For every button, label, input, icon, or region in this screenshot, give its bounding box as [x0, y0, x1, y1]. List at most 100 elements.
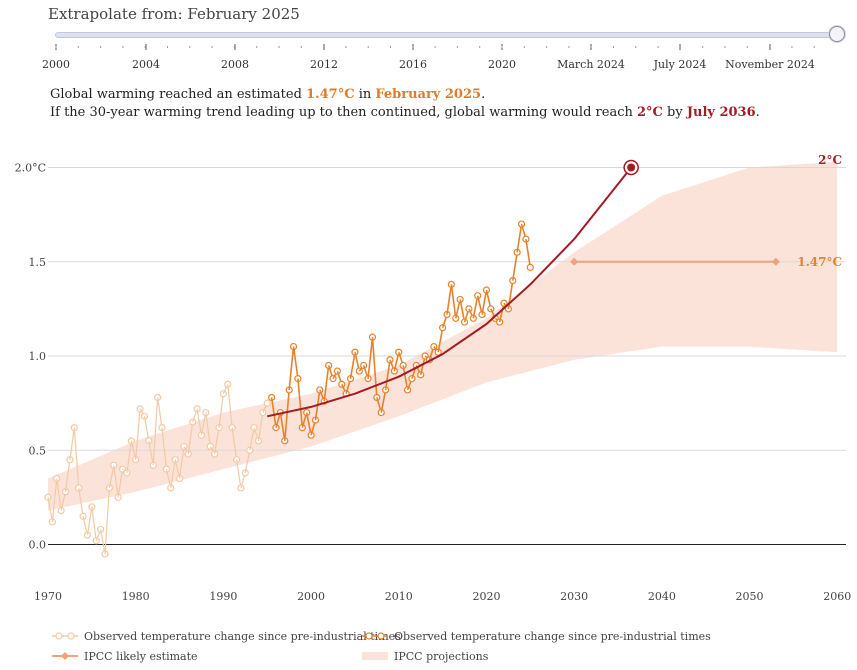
observed-segment: [148, 440, 154, 466]
slider-tick-label: March 2024: [557, 58, 625, 71]
legend-label: IPCC likely estimate: [84, 649, 198, 663]
observed-segment: [178, 446, 185, 479]
observed-segment: [161, 427, 167, 470]
observed-segment: [100, 529, 106, 555]
observed-segment: [214, 427, 220, 455]
summary-line-2: If the 30-year warming trend leading up …: [50, 104, 760, 122]
legend-label: IPCC projections: [394, 649, 489, 663]
legend-item-ipcc-estimate[interactable]: IPCC likely estimate: [52, 648, 198, 664]
observed-segment: [305, 412, 312, 436]
observed-segment: [218, 393, 224, 428]
observed-point: [263, 399, 271, 407]
observed-segment: [69, 427, 75, 460]
observed-segment: [152, 397, 159, 466]
extrapolate-label: Extrapolate from: February 2025: [48, 5, 300, 23]
x-tick-label: 1990: [209, 590, 237, 603]
x-tick-label: 2020: [472, 590, 500, 603]
observed-segment: [126, 440, 132, 473]
observed-segment: [91, 506, 97, 541]
x-tick-label: 2060: [823, 590, 851, 603]
slider-tick-label: 2008: [221, 58, 249, 71]
ipcc-estimate-marker: [771, 257, 780, 266]
legend-swatch-ipcc-estimate: [52, 652, 78, 660]
y-tick-label: 2.0°C: [15, 162, 46, 175]
observed-segment: [511, 252, 518, 281]
legend-item-observed-faded[interactable]: Observed temperature change since pre-in…: [52, 628, 401, 644]
observed-segment: [297, 378, 304, 428]
observed-segment: [157, 397, 163, 428]
observed-segment: [292, 346, 299, 379]
observed-segment: [459, 299, 466, 323]
observed-segment: [384, 359, 391, 391]
observed-segment: [270, 397, 277, 428]
observed-segment: [349, 352, 356, 379]
observed-segment: [371, 337, 378, 398]
observed-segment: [380, 389, 387, 413]
observed-segment: [244, 450, 251, 473]
observed-point: [250, 424, 258, 432]
x-tick-label: 2030: [560, 590, 588, 603]
x-tick-label: 2040: [648, 590, 676, 603]
observed-segment: [402, 365, 409, 391]
x-tick-label: 1980: [122, 590, 150, 603]
legend-item-ipcc-projections[interactable]: IPCC projections: [362, 648, 488, 664]
slider-tick-label: 2020: [488, 58, 516, 71]
y-tick-label: 0.5: [29, 444, 47, 457]
target-warming-value: 2°C: [637, 105, 663, 120]
target-marker-dot: [627, 163, 636, 172]
legend-item-observed[interactable]: Observed temperature change since pre-in…: [362, 628, 711, 644]
observed-segment: [279, 412, 286, 441]
chart-annotations: 2°C 1.47°C: [797, 153, 842, 269]
summary-text: Global warming reached an estimated 1.47…: [50, 86, 760, 122]
x-tick-label: 1970: [34, 590, 62, 603]
current-date: February 2025: [375, 87, 482, 102]
observed-segment: [78, 487, 84, 517]
trend-line: [266, 166, 632, 418]
observed-segment: [86, 506, 93, 536]
observed-point: [526, 263, 534, 272]
x-tick-label: 2000: [297, 590, 325, 603]
date-slider[interactable]: [55, 26, 855, 46]
trend-extrapolation: [266, 159, 639, 418]
observed-segment: [135, 408, 141, 460]
observed-segment: [516, 223, 523, 253]
observed-segment: [187, 421, 194, 455]
observed-segment: [323, 365, 330, 402]
slider-tick-label: 2004: [132, 58, 160, 71]
observed-segment: [249, 427, 255, 451]
slider-tick-label: 2012: [310, 58, 338, 71]
legend-label: Observed temperature change since pre-in…: [394, 629, 711, 643]
summary-line-1: Global warming reached an estimated 1.47…: [50, 86, 760, 104]
slider-handle[interactable]: [829, 26, 845, 42]
ipcc-projection-band: [48, 161, 838, 511]
target-annotation: 2°C: [818, 153, 842, 167]
observed-segment: [51, 478, 58, 522]
summary-text-part: Global warming reached an estimated: [50, 87, 307, 102]
observed-segment: [56, 478, 62, 511]
observed-segment: [257, 412, 264, 441]
observed-segment: [437, 327, 444, 353]
observed-segment: [47, 497, 53, 522]
x-tick-label: 2050: [736, 590, 764, 603]
current-warming-value: 1.47°C: [306, 87, 355, 102]
observed-segment: [143, 416, 150, 441]
observed-segment: [64, 459, 71, 492]
y-tick-label: 1.0: [29, 350, 47, 363]
slider-tick-label: November 2024: [725, 58, 815, 71]
observed-segment: [525, 239, 532, 268]
summary-text-part: .: [755, 105, 760, 120]
summary-text-part: by: [662, 105, 687, 120]
x-tick-label: 2010: [385, 590, 413, 603]
observed-segment: [472, 295, 479, 319]
current-annotation: 1.47°C: [797, 255, 842, 269]
observed-series: [268, 220, 534, 445]
observed-segment: [73, 427, 80, 488]
legend-swatch-observed: [362, 632, 388, 640]
observed-segment: [113, 465, 119, 498]
observed-segment: [117, 469, 124, 498]
y-tick-label: 0.0: [29, 539, 47, 552]
observed-segment: [227, 384, 233, 428]
observed-series-faded: [44, 380, 271, 558]
chart-legend: Observed temperature change since pre-in…: [52, 628, 852, 668]
